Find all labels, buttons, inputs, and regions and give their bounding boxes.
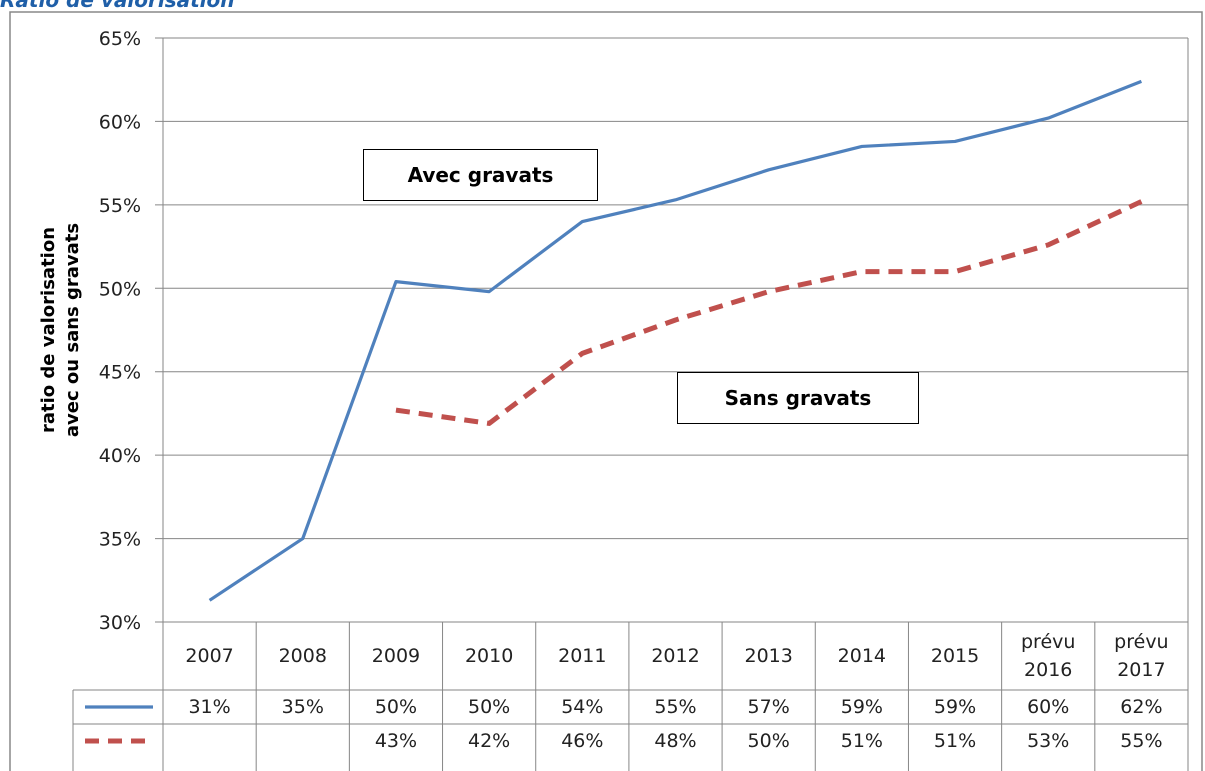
data-label: 55% — [1120, 730, 1163, 752]
data-label: 31% — [188, 696, 231, 718]
x-tick-label: 2011 — [558, 645, 607, 667]
chart-title: Ratio de valorisation — [0, 0, 235, 12]
data-label: 43% — [374, 730, 418, 752]
y-tick-label: 30% — [99, 612, 141, 634]
y-tick-label: 60% — [99, 111, 141, 133]
data-label: 48% — [654, 730, 697, 752]
data-label: 50% — [468, 696, 511, 718]
data-label: 57% — [747, 696, 790, 718]
data-label: 55% — [654, 696, 697, 718]
data-label: 59% — [933, 696, 977, 718]
y-tick-label: 45% — [99, 362, 141, 384]
x-tick-label: 2015 — [930, 645, 980, 667]
x-tick-label: 2010 — [464, 645, 514, 667]
y-tick-label: 35% — [99, 529, 141, 551]
x-tick-label: 2012 — [651, 645, 700, 667]
series-line — [208, 79, 1142, 602]
data-label: 50% — [747, 730, 790, 752]
x-tick-label: prévu 2017 — [1114, 631, 1169, 681]
chart-frame — [9, 11, 1203, 771]
data-label: 59% — [840, 696, 883, 718]
y-tick-label: 40% — [99, 445, 141, 467]
annotation: Sans gravats — [677, 372, 919, 424]
x-tick-label: 2009 — [371, 645, 421, 667]
x-tick-label: 2007 — [185, 645, 234, 667]
data-label: 54% — [561, 696, 604, 718]
data-label: 51% — [840, 730, 883, 752]
y-tick-label: 65% — [99, 28, 141, 50]
annotation: Avec gravats — [363, 149, 598, 201]
y-tick-label: 55% — [99, 195, 141, 217]
data-label: 35% — [281, 696, 324, 718]
data-label: 46% — [561, 730, 604, 752]
data-label: 62% — [1120, 696, 1163, 718]
y-axis-label: avec ou sans gravats — [62, 223, 83, 437]
y-tick-label: 50% — [99, 278, 141, 300]
x-tick-label: 2008 — [278, 645, 327, 667]
data-label: 53% — [1027, 730, 1070, 752]
data-label: 60% — [1027, 696, 1070, 718]
y-axis-label: ratio de valorisation — [38, 227, 59, 433]
x-tick-label: prévu 2016 — [1020, 631, 1076, 681]
data-label: 50% — [374, 696, 418, 718]
data-label: 42% — [468, 730, 511, 752]
x-tick-label: 2013 — [744, 645, 793, 667]
data-label: 51% — [933, 730, 977, 752]
x-tick-label: 2014 — [837, 645, 887, 667]
